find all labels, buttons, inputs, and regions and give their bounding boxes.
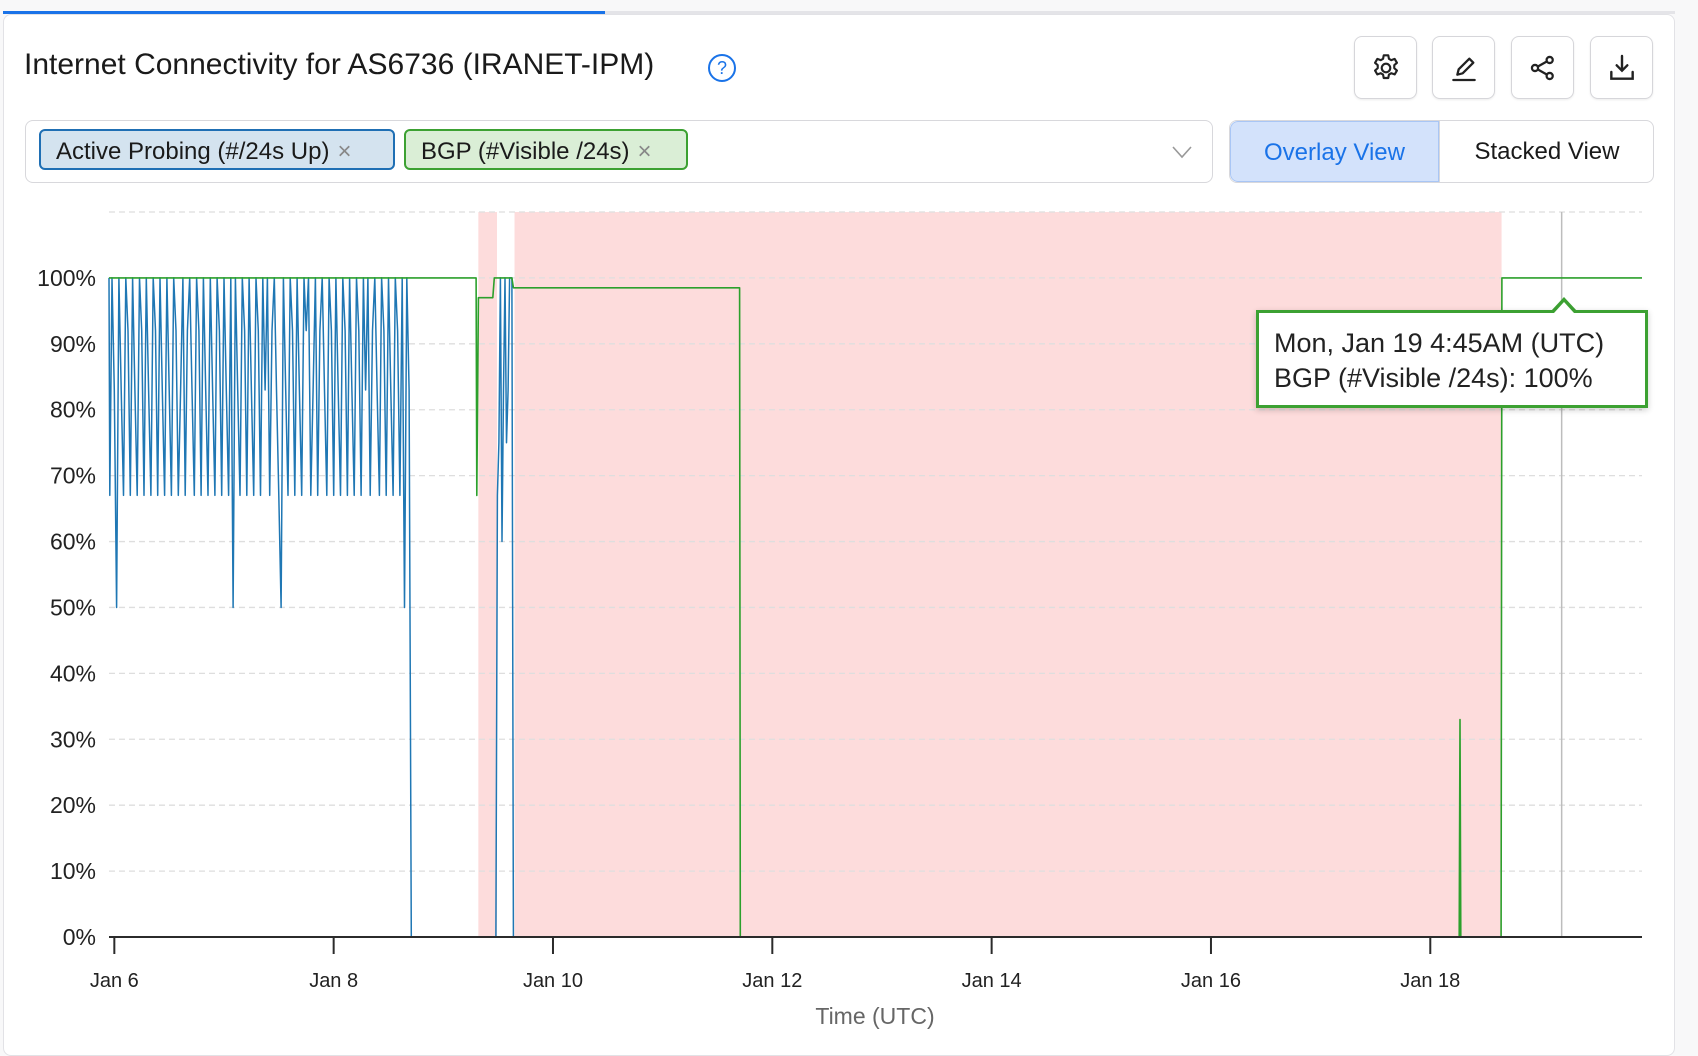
overlay-view-button[interactable]: Overlay View — [1230, 121, 1439, 182]
y-tick-label: 100% — [37, 265, 96, 291]
x-tick-label: Jan 14 — [962, 970, 1022, 992]
chip-bgp: BGP (#Visible /24s) × — [404, 129, 688, 170]
series-selector[interactable]: Active Probing (#/24s Up) × BGP (#Visible… — [25, 120, 1213, 183]
settings-button[interactable] — [1354, 36, 1417, 99]
x-tick-label: Jan 6 — [90, 970, 139, 992]
y-tick-label: 50% — [50, 594, 96, 620]
x-axis-title: Time (UTC) — [815, 1003, 934, 1029]
x-tick-label: Jan 10 — [523, 970, 583, 992]
x-tick-label: Jan 8 — [309, 970, 358, 992]
hover-tooltip: Mon, Jan 19 4:45AM (UTC) BGP (#Visible /… — [1256, 310, 1648, 408]
tooltip-arrow-inner — [1554, 302, 1574, 313]
chip-label: BGP (#Visible /24s) — [421, 138, 630, 165]
share-icon — [1530, 55, 1554, 80]
y-tick-label: 20% — [50, 792, 96, 818]
x-tick-label: Jan 16 — [1181, 970, 1241, 992]
y-tick-label: 40% — [50, 660, 96, 686]
share-button[interactable] — [1511, 36, 1574, 99]
y-tick-label: 0% — [63, 924, 96, 950]
download-button[interactable] — [1590, 36, 1653, 99]
remove-chip-icon[interactable]: × — [337, 138, 352, 165]
x-tick-label: Jan 12 — [742, 970, 802, 992]
download-icon — [1609, 54, 1634, 80]
help-icon[interactable]: ? — [708, 54, 736, 82]
pencil-icon — [1451, 57, 1476, 81]
tooltip-value: BGP (#Visible /24s): 100% — [1274, 363, 1593, 393]
page-title: Internet Connectivity for AS6736 (IRANET… — [24, 48, 655, 81]
chip-label: Active Probing (#/24s Up) — [56, 138, 330, 165]
y-tick-label: 30% — [50, 726, 96, 752]
remove-chip-icon[interactable]: × — [637, 138, 652, 165]
y-tick-label: 70% — [50, 463, 96, 489]
loading-progress-bar — [3, 11, 1675, 14]
chip-active-probing: Active Probing (#/24s Up) × — [39, 129, 395, 170]
chevron-down-icon[interactable] — [1169, 136, 1195, 166]
x-tick-label: Jan 18 — [1400, 970, 1460, 992]
y-tick-label: 60% — [50, 529, 96, 555]
y-tick-label: 90% — [50, 331, 96, 357]
loading-progress-fill — [3, 11, 605, 14]
stacked-view-button[interactable]: Stacked View — [1439, 121, 1653, 182]
y-tick-label: 80% — [50, 397, 96, 423]
annotate-button[interactable] — [1432, 36, 1495, 99]
view-toggle: Overlay View Stacked View — [1229, 120, 1654, 183]
outage-region — [478, 212, 498, 937]
y-tick-label: 10% — [50, 858, 96, 884]
gear-icon — [1373, 53, 1398, 79]
tooltip-time: Mon, Jan 19 4:45AM (UTC) — [1274, 328, 1605, 358]
